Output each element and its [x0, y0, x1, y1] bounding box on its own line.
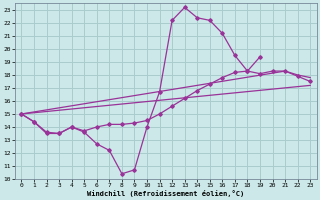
- X-axis label: Windchill (Refroidissement éolien,°C): Windchill (Refroidissement éolien,°C): [87, 190, 244, 197]
